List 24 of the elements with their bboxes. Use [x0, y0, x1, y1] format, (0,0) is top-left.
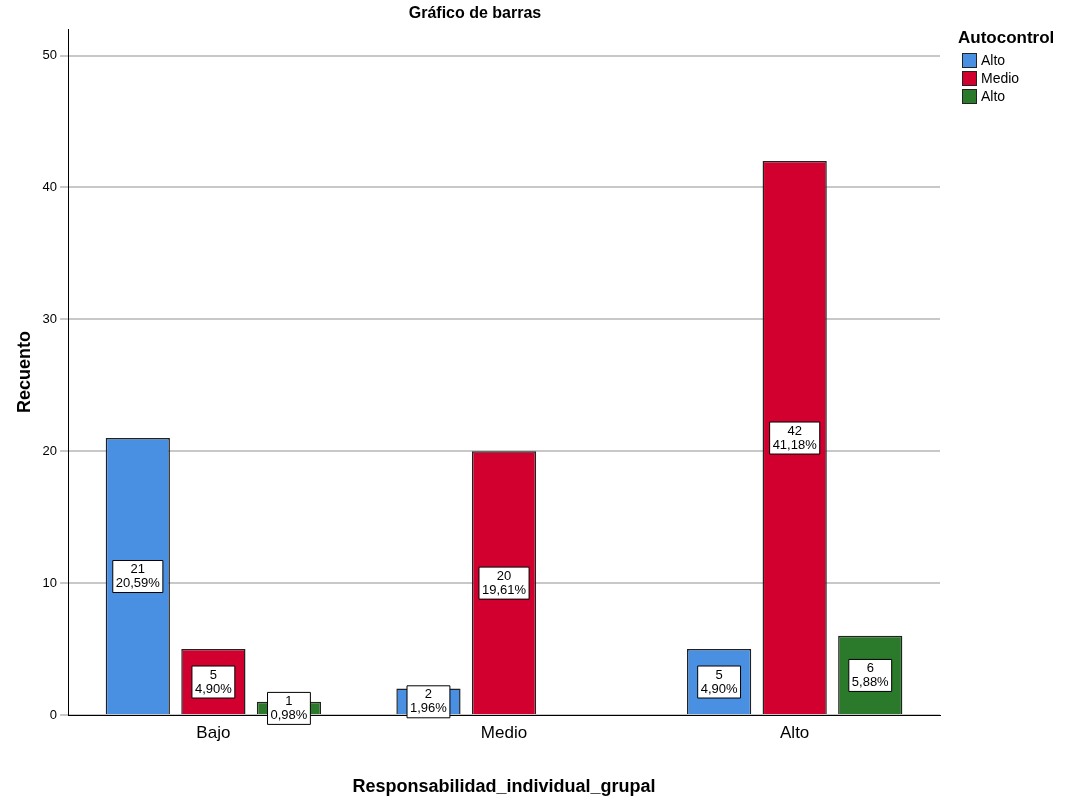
x-tick-label: Bajo: [196, 722, 231, 742]
data-label: 20 19,61%: [481, 567, 527, 597]
y-tick-label: 20: [42, 442, 58, 458]
legend-label: Alto: [981, 52, 1006, 68]
data-label: 42 41,18%: [772, 422, 818, 452]
data-label: 1 0,98%: [270, 692, 308, 722]
chart-title: Gráfico de barras: [408, 4, 542, 22]
y-tick-label: 10: [42, 574, 58, 590]
data-label: 6 5,88%: [851, 660, 890, 690]
y-tick-label: 40: [42, 179, 58, 195]
data-label: 2 1,96%: [410, 686, 448, 716]
legend-label: Medio: [981, 70, 1020, 86]
y-tick-label: 0: [49, 706, 58, 722]
legend-title: Autocontrol: [958, 28, 1055, 48]
x-tick-label: Medio: [480, 722, 528, 742]
y-tick-label: 30: [42, 310, 58, 326]
data-label: 21 20,59%: [115, 561, 161, 591]
legend-label: Alto: [981, 88, 1006, 104]
data-label: 5 4,90%: [700, 666, 738, 696]
x-tick-label: Alto: [780, 722, 810, 742]
y-tick-label: 50: [42, 47, 58, 63]
x-axis-title: Responsabilidad_individual_grupal: [352, 776, 656, 797]
data-label: 5 4,90%: [194, 666, 233, 696]
y-axis-title: Recuento: [13, 331, 34, 414]
